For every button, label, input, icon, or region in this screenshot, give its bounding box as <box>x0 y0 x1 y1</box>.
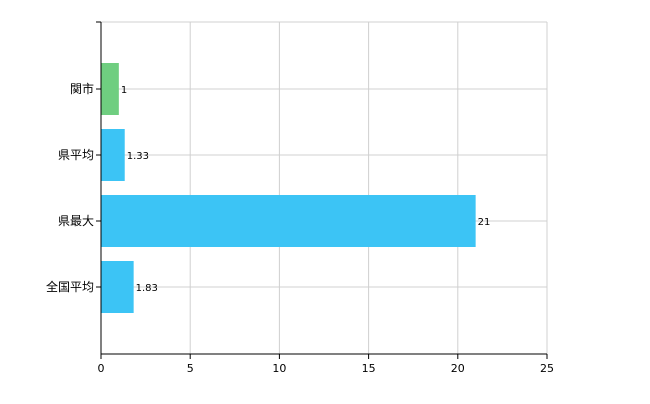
bar <box>101 63 119 115</box>
x-tick-label: 5 <box>187 362 194 375</box>
bar <box>101 261 134 313</box>
bar <box>101 195 476 247</box>
data-label: 1.83 <box>136 283 158 294</box>
x-tick-label: 15 <box>362 362 376 375</box>
x-tick-label: 25 <box>540 362 554 375</box>
category-label: 県最大 <box>58 214 94 228</box>
data-label: 1.33 <box>127 151 149 162</box>
x-tick-label: 10 <box>272 362 286 375</box>
bar <box>101 129 125 181</box>
grid-layer <box>101 21 548 354</box>
data-label: 21 <box>478 217 491 228</box>
axis-layer <box>96 21 548 359</box>
x-tick-label: 20 <box>451 362 465 375</box>
bar-layer <box>101 63 476 313</box>
category-label: 県平均 <box>58 148 94 162</box>
data-label: 1 <box>121 85 127 96</box>
category-label: 関市 <box>70 81 94 96</box>
category-label: 全国平均 <box>46 279 94 294</box>
x-tick-label: 0 <box>98 362 105 375</box>
